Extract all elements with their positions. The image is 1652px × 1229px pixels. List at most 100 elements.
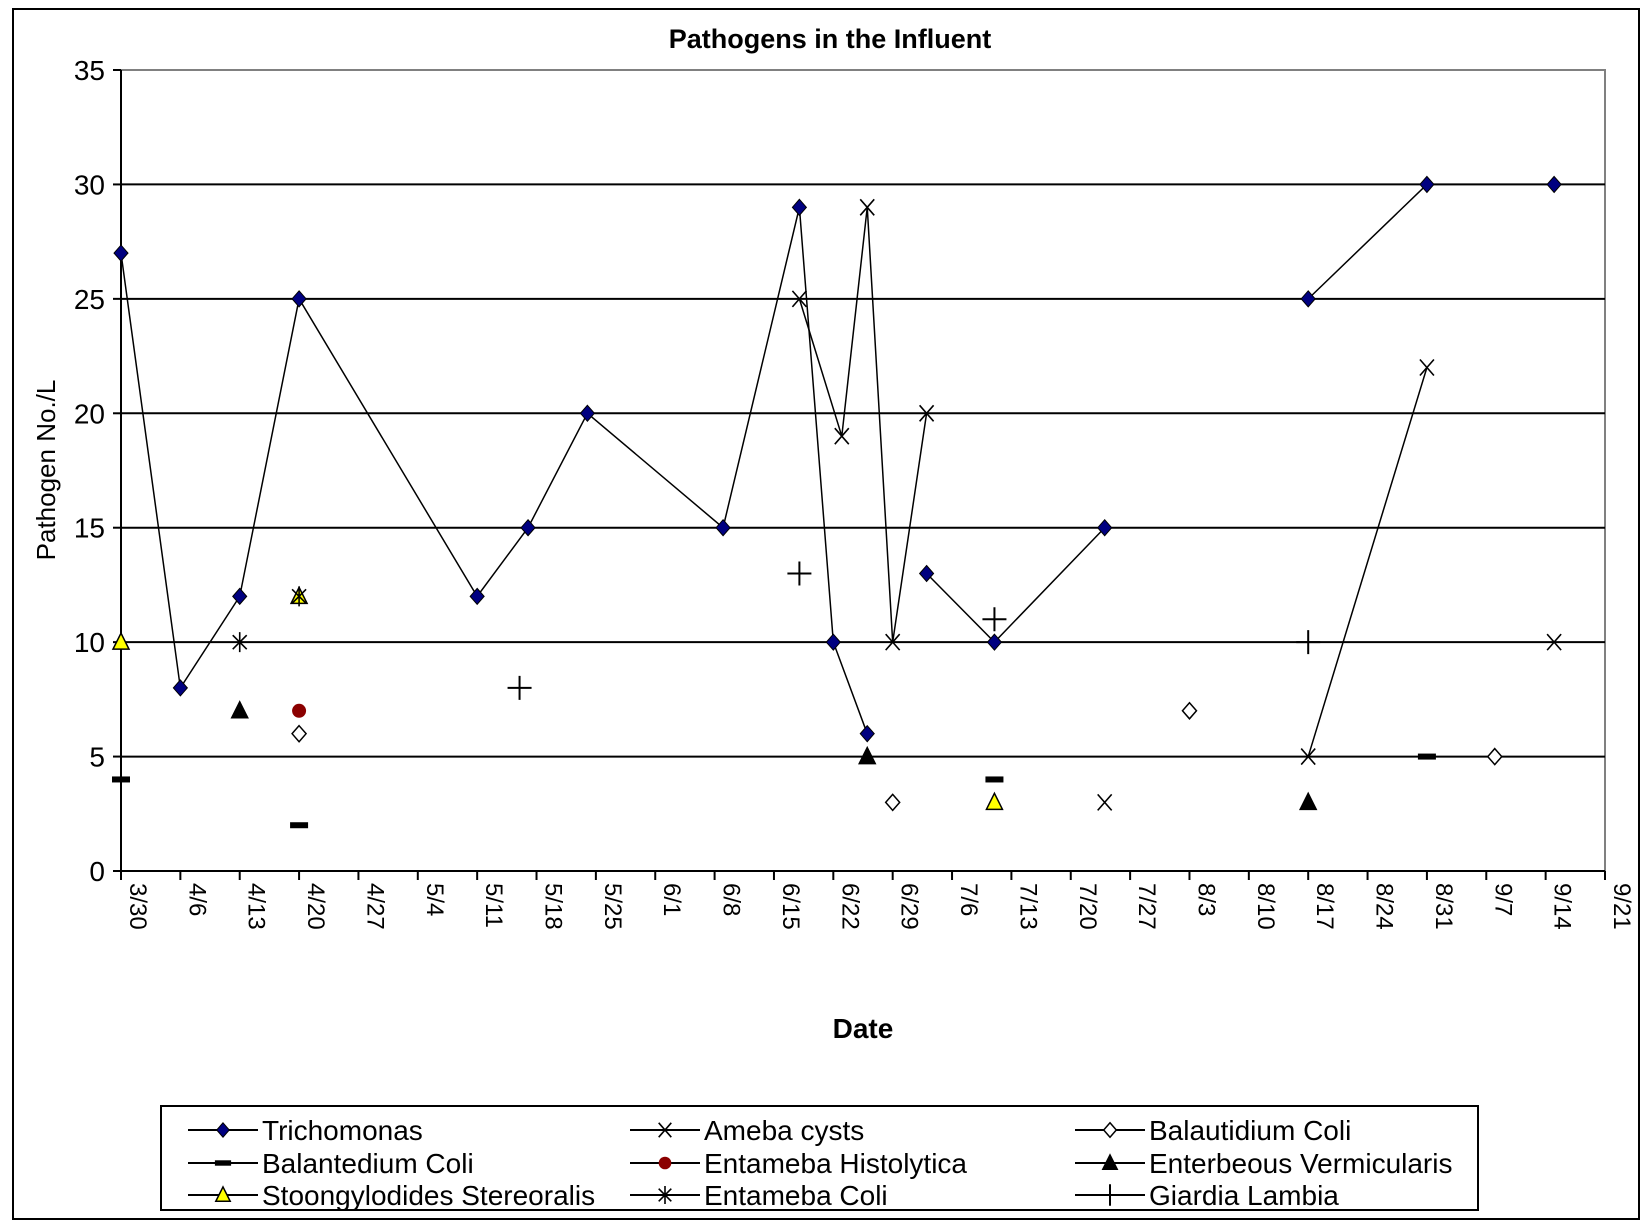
y-tick-label-30: 30 (74, 169, 105, 200)
legend-item-stoongylodides-stereoralis: Stoongylodides Stereoralis (188, 1180, 595, 1211)
legend-label-entameba-histolytica: Entameba Histolytica (704, 1148, 967, 1179)
x-tick-label-8: 5/25 (599, 883, 626, 930)
point-trichomonas-0-8 (791, 198, 808, 217)
legend-marker-balautidium-coli (1102, 1121, 1118, 1139)
y-tick-label-0: 0 (89, 856, 105, 887)
point-balantedium-coli-0-2 (985, 776, 1004, 783)
legend-box (160, 1105, 1479, 1211)
legend-item-entameba-histolytica: Entameba Histolytica (630, 1148, 967, 1179)
y-tick-label-20: 20 (74, 398, 105, 429)
x-tick-label-18: 8/3 (1192, 883, 1219, 916)
point-entameba-histolytica-0-0 (292, 703, 307, 718)
point-trichomonas-1-0 (918, 564, 935, 583)
legend-item-entameba-coli: Entameba Coli (630, 1180, 888, 1211)
point-ameba-cysts-3-0 (1546, 633, 1562, 651)
legend-marker-stoongylodides-stereoralis (214, 1185, 232, 1203)
legend-item-enterbeous-vermicularis: Enterbeous Vermicularis (1075, 1148, 1452, 1179)
point-balautidium-coli-0-0 (291, 724, 308, 743)
x-tick-label-20: 8/17 (1311, 883, 1338, 930)
legend-label-balantedium-coli: Balantedium Coli (262, 1148, 474, 1179)
point-balautidium-coli-0-3 (1486, 747, 1503, 766)
x-tick-label-25: 9/21 (1608, 883, 1635, 930)
x-tick-label-23: 9/7 (1489, 883, 1516, 916)
point-stoongylodides-stereoralis-0-2 (985, 791, 1004, 811)
point-stoongylodides-stereoralis-0-0 (111, 631, 131, 650)
point-trichomonas-0-9 (825, 633, 841, 651)
x-tick-label-11: 6/15 (777, 883, 804, 930)
legend-marker-balantedium-coli (214, 1160, 232, 1166)
x-tick-label-10: 6/8 (718, 883, 745, 916)
series-markers (111, 175, 1562, 829)
y-tick-label-15: 15 (74, 513, 105, 544)
y-tick-labels: 0 5 10 15 20 25 30 35 (74, 55, 121, 887)
point-trichomonas-2-1 (1419, 175, 1435, 194)
y-axis-label: Pathogen No./L (31, 380, 61, 561)
point-trichomonas-0-10 (859, 724, 875, 743)
x-tick-label-22: 8/31 (1430, 883, 1457, 930)
point-trichomonas-0-7 (715, 518, 731, 537)
legend-label-enterbeous-vermicularis: Enterbeous Vermicularis (1149, 1148, 1452, 1179)
x-tick-label-12: 6/22 (836, 883, 863, 930)
point-enterbeous-vermicularis-0-1 (858, 745, 877, 765)
legend-marker-entameba-histolytica (658, 1156, 672, 1170)
legend-label-giardia-lambia: Giardia Lambia (1149, 1180, 1339, 1211)
x-tick-label-21: 8/24 (1371, 883, 1398, 930)
legend-marker-entameba-coli (658, 1186, 672, 1204)
x-tick-label-1: 4/6 (183, 883, 210, 916)
point-entameba-coli-0-0 (232, 632, 248, 653)
point-ameba-cysts-0-0 (791, 290, 808, 308)
point-ameba-cysts-0-2 (859, 198, 875, 216)
point-giardia-lambia-0-1 (787, 561, 812, 586)
y-tick-label-35: 35 (74, 55, 105, 86)
x-tick-label-14: 7/6 (955, 883, 982, 916)
y-tick-label-5: 5 (89, 742, 105, 773)
point-trichomonas-0-1 (172, 679, 189, 697)
x-tick-label-19: 8/10 (1252, 883, 1279, 930)
x-tick-label-5: 5/4 (421, 883, 448, 916)
x-tick-label-6: 5/11 (480, 883, 507, 928)
x-tick-label-24: 9/14 (1549, 883, 1576, 930)
y-tick-label-10: 10 (74, 627, 105, 658)
point-giardia-lambia-0-0 (507, 675, 532, 700)
point-trichomonas-0-0 (113, 244, 129, 262)
legend-item-trichomonas: Trichomonas (188, 1115, 423, 1146)
x-tick-label-13: 6/29 (896, 883, 923, 930)
x-tick-label-3: 4/20 (302, 883, 329, 930)
point-balautidium-coli-0-2 (1181, 701, 1198, 720)
legend-marker-enterbeous-vermicularis (1101, 1153, 1119, 1171)
series-line-ameba-cysts-2 (1307, 367, 1428, 757)
legend-marker-trichomonas (216, 1122, 230, 1138)
x-tick-label-9: 6/1 (658, 883, 685, 916)
point-trichomonas-0-3 (291, 290, 307, 308)
point-trichomonas-0-4 (469, 587, 485, 606)
chart-title: Pathogens in the Influent (669, 24, 992, 54)
legend-item-ameba-cysts: Ameba cysts (630, 1115, 864, 1146)
point-trichomonas-0-6 (579, 404, 596, 423)
point-ameba-cysts-2-1 (1419, 358, 1435, 377)
y-tick-label-25: 25 (74, 284, 105, 315)
x-axis-label: Date (833, 1013, 894, 1044)
chart-frame (12, 8, 1640, 1220)
legend-marker-giardia-lambia (1099, 1184, 1121, 1206)
point-enterbeous-vermicularis-0-0 (230, 700, 249, 719)
point-giardia-lambia-0-3 (1296, 630, 1321, 655)
point-trichomonas-1-1 (986, 633, 1003, 651)
legend-label-entameba-coli: Entameba Coli (704, 1180, 888, 1211)
point-enterbeous-vermicularis-0-2 (1298, 791, 1318, 811)
x-tick-label-0: 3/30 (124, 883, 151, 930)
legend-item-giardia-lambia: Giardia Lambia (1075, 1180, 1339, 1211)
x-tick-label-15: 7/13 (1014, 883, 1041, 930)
point-trichomonas-0-5 (520, 518, 536, 537)
point-trichomonas-2-2 (1546, 175, 1562, 194)
point-entameba-coli-0-1 (291, 586, 307, 607)
legend-label-stoongylodides-stereoralis: Stoongylodides Stereoralis (262, 1180, 595, 1211)
x-tick-label-4: 4/27 (361, 883, 388, 930)
point-balautidium-coli-0-1 (884, 793, 901, 812)
legend-label-trichomonas: Trichomonas (262, 1115, 423, 1146)
x-tick-labels: 3/30 4/6 4/13 4/20 4/27 5/4 5/11 5/18 5/25 6/1 6/8… (120, 871, 1635, 930)
plot-area (120, 69, 1606, 872)
point-balantedium-coli-0-0 (112, 776, 130, 783)
legend-item-balantedium-coli: Balantedium Coli (188, 1148, 474, 1179)
